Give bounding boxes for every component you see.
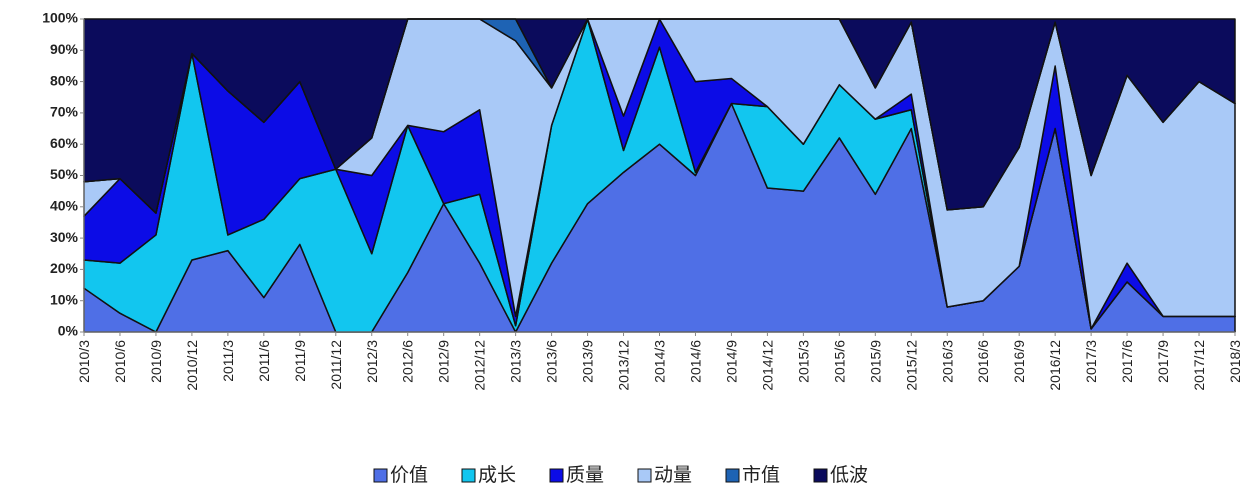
- x-tick-label: 2013/3: [508, 340, 524, 383]
- x-tick-label: 2013/12: [616, 340, 632, 391]
- legend-label: 市值: [742, 464, 780, 486]
- legend-swatch: [813, 468, 828, 483]
- x-tick-label: 2012/9: [436, 340, 452, 383]
- legend-swatch: [637, 468, 652, 483]
- legend-swatch: [461, 468, 476, 483]
- y-tick-label: 60%: [50, 135, 79, 151]
- x-tick-label: 2016/6: [975, 340, 991, 383]
- x-tick-label: 2014/6: [687, 340, 703, 383]
- x-tick-label: 2014/12: [759, 340, 775, 391]
- x-tick-label: 2017/3: [1083, 340, 1099, 383]
- x-tick-label: 2011/6: [256, 340, 272, 382]
- x-tick-label: 2012/3: [364, 340, 380, 383]
- y-tick-label: 50%: [50, 166, 79, 182]
- legend-label: 价值: [390, 464, 428, 486]
- y-tick-label: 70%: [50, 104, 79, 120]
- y-tick-label: 90%: [50, 41, 79, 57]
- y-tick-label: 30%: [50, 229, 79, 245]
- legend-label: 低波: [830, 464, 868, 486]
- x-tick-label: 2011/3: [220, 340, 236, 382]
- legend-swatch: [549, 468, 564, 483]
- legend-swatch: [725, 468, 740, 483]
- x-tick-label: 2015/3: [795, 340, 811, 383]
- y-tick-label: 0%: [58, 323, 79, 339]
- x-tick-label: 2011/9: [292, 340, 308, 382]
- x-tick-label: 2015/6: [831, 340, 847, 383]
- x-tick-label: 2017/9: [1155, 340, 1171, 383]
- y-tick-label: 40%: [50, 198, 79, 214]
- x-tick-label: 2012/12: [472, 340, 488, 391]
- x-tick-label: 2011/12: [328, 340, 344, 390]
- x-tick-label: 2017/12: [1191, 340, 1207, 391]
- x-tick-label: 2014/9: [723, 340, 739, 383]
- x-tick-label: 2016/3: [939, 340, 955, 383]
- y-tick-label: 80%: [50, 72, 79, 88]
- x-tick-label: 2010/3: [76, 340, 92, 383]
- y-tick-label: 20%: [50, 260, 79, 276]
- x-tick-label: 2016/9: [1011, 340, 1027, 383]
- legend-swatch: [373, 468, 388, 483]
- x-tick-label: 2017/6: [1119, 340, 1135, 383]
- x-tick-label: 2018/3: [1227, 340, 1243, 383]
- x-tick-label: 2013/6: [544, 340, 560, 383]
- area: [83, 18, 1236, 214]
- x-tick-label: 2015/12: [903, 340, 919, 391]
- x-tick-label: 2010/12: [184, 340, 200, 391]
- x-tick-label: 2015/9: [867, 340, 883, 383]
- x-tick-label: 2012/6: [400, 340, 416, 383]
- y-tick-label: 100%: [42, 10, 78, 26]
- x-tick-label: 2010/6: [112, 340, 128, 383]
- y-tick-label: 10%: [50, 291, 79, 307]
- x-tick-label: 2014/3: [652, 340, 668, 383]
- legend-label: 质量: [566, 464, 604, 486]
- x-tick-label: 2013/9: [580, 340, 596, 383]
- x-tick-label: 2016/12: [1047, 340, 1063, 391]
- x-tick-label: 2010/9: [148, 340, 164, 383]
- legend-label: 动量: [654, 464, 692, 486]
- legend-label: 成长: [478, 464, 516, 486]
